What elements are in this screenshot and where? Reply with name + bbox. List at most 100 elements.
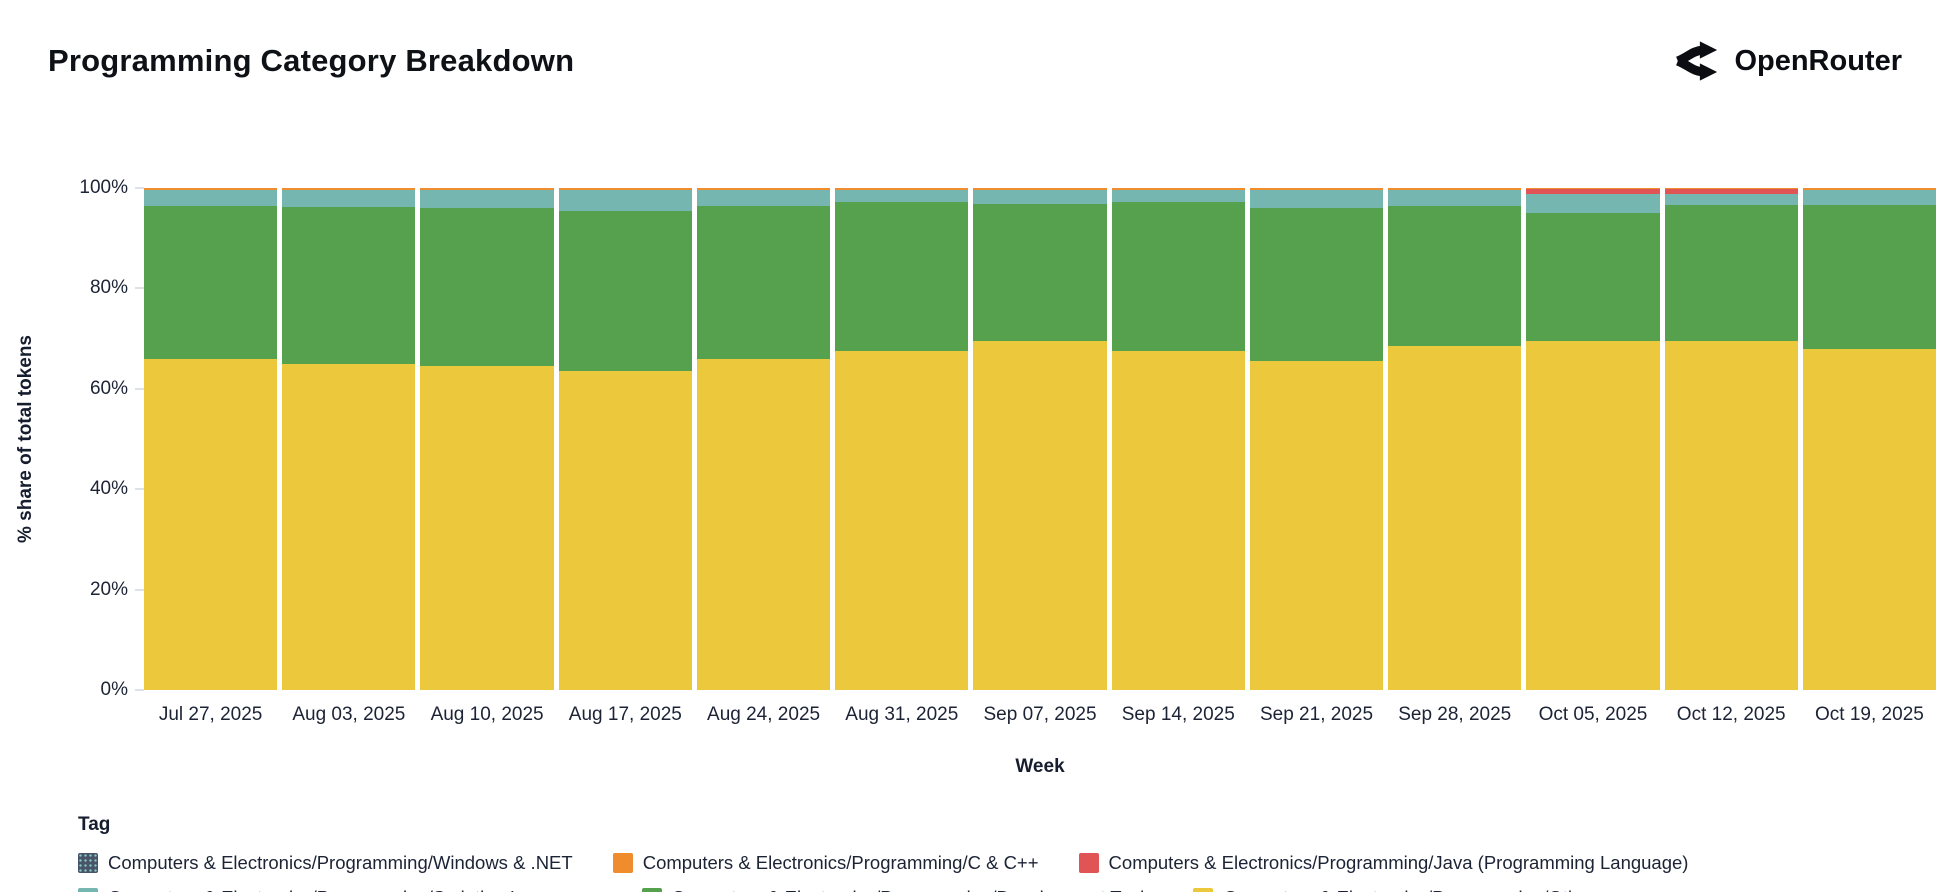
bar-segment[interactable] (420, 366, 554, 690)
bar-segment[interactable] (282, 188, 416, 190)
bar-segment[interactable] (835, 190, 969, 202)
y-tick-label: 20% (89, 578, 128, 600)
bar-segment[interactable] (558, 371, 692, 690)
bar-segment[interactable] (1664, 188, 1798, 190)
y-tick-mark (135, 488, 144, 491)
bar-segment[interactable] (1526, 213, 1660, 342)
bar-segment[interactable] (1249, 190, 1384, 209)
bar-segment[interactable] (973, 341, 1107, 690)
bar-segment[interactable] (1249, 188, 1384, 190)
bar-segment[interactable] (1526, 341, 1660, 690)
bar-segment[interactable] (144, 190, 278, 207)
stacked-bar[interactable] (1111, 188, 1245, 690)
legend-item[interactable]: Computers & Electronics/Programming/Wind… (78, 852, 573, 874)
bar-segment[interactable] (1111, 351, 1245, 690)
bar-segment[interactable] (1526, 193, 1660, 214)
bar-segment[interactable] (973, 188, 1107, 190)
bar-segment[interactable] (1664, 341, 1798, 690)
bar-segment[interactable] (1802, 204, 1937, 349)
x-axis-title: Week (1015, 756, 1065, 777)
bar-segment[interactable] (1249, 208, 1384, 362)
stacked-bar[interactable] (973, 188, 1107, 690)
bar-segment[interactable] (1802, 348, 1937, 690)
bar-segment[interactable] (835, 188, 969, 190)
x-axis-labels: Jul 27, 2025 Aug 03, 2025 Aug 10, 2025 Aug … (144, 690, 1936, 726)
page-title: Programming Category Breakdown (48, 43, 575, 78)
y-axis-title: % share of total tokens (15, 335, 36, 543)
x-tick-label: Oct 12, 2025 (1676, 704, 1786, 725)
bar-segment[interactable] (282, 207, 416, 364)
x-tick-label: Aug 03, 2025 (292, 704, 406, 725)
bar-segment[interactable] (1111, 202, 1245, 352)
y-tick-mark (135, 287, 144, 290)
stacked-bar[interactable] (696, 188, 831, 690)
bar-segment[interactable] (558, 210, 692, 372)
bar-segment[interactable] (696, 206, 831, 359)
bar-segment[interactable] (1664, 204, 1798, 342)
bar-segment[interactable] (696, 358, 831, 690)
legend-item[interactable]: Computers & Electronics/Programming/Java… (1078, 852, 1688, 874)
stacked-bar[interactable] (1249, 188, 1384, 690)
bar-segment[interactable] (144, 358, 278, 690)
bar-segment[interactable] (1388, 346, 1522, 690)
x-tick-label: Aug 31, 2025 (845, 704, 959, 725)
legend-label: Computers & Electronics/Programming/C & … (642, 852, 1039, 873)
bar-segment[interactable] (558, 190, 692, 211)
bar-segment[interactable] (420, 190, 554, 208)
bar-segment[interactable] (1388, 188, 1522, 190)
bar-segment[interactable] (1802, 188, 1937, 190)
stacked-bar[interactable] (1802, 188, 1937, 690)
stacked-bar[interactable] (1664, 188, 1798, 690)
bar-segment[interactable] (558, 188, 692, 190)
legend-swatch (78, 853, 98, 873)
brand-name: OpenRouter (1734, 44, 1902, 77)
bar-segment[interactable] (1664, 193, 1798, 205)
bar-segment[interactable] (1111, 188, 1245, 190)
bar-segment[interactable] (1802, 190, 1937, 205)
bar-segment[interactable] (1111, 190, 1245, 203)
bar-segment[interactable] (1388, 190, 1522, 207)
y-tick-label: 60% (89, 377, 128, 399)
legend-item[interactable]: Computers & Electronics/Programming/C & … (612, 852, 1039, 874)
x-tick-label: Aug 17, 2025 (568, 704, 682, 725)
bar-segment[interactable] (1388, 206, 1522, 347)
bar-segment[interactable] (1664, 189, 1798, 194)
x-tick-label: Sep 07, 2025 (983, 704, 1097, 725)
legend-item[interactable]: Computers & Electronics/Programming/Othe… (1193, 887, 1595, 892)
bar-segment[interactable] (144, 188, 278, 190)
bar-segment[interactable] (1249, 361, 1384, 690)
bar-segment[interactable] (835, 201, 969, 352)
bar-segment[interactable] (420, 188, 554, 190)
x-tick-label: Oct 19, 2025 (1815, 704, 1924, 725)
bar-segment[interactable] (835, 351, 969, 690)
plot-area (144, 188, 1937, 690)
bar-segment[interactable] (420, 207, 554, 367)
bar-segment[interactable] (144, 206, 278, 359)
openrouter-fork-icon (1674, 38, 1720, 84)
bar-segment[interactable] (973, 204, 1107, 342)
bar-segment[interactable] (973, 190, 1107, 205)
legend-label: Computers & Electronics/Programming/Othe… (1223, 887, 1594, 892)
stacked-bar[interactable] (420, 188, 554, 690)
legend-swatch (641, 888, 662, 892)
stacked-bar[interactable] (558, 188, 692, 690)
stacked-bar[interactable] (835, 188, 969, 690)
chart: % share of total tokens 0% 20% 40% 60% 80% 10… (0, 177, 1946, 778)
stacked-bar[interactable] (282, 188, 416, 690)
bar-segment[interactable] (696, 188, 831, 190)
openrouter-logo[interactable]: OpenRouter (1674, 38, 1902, 84)
bar-segment[interactable] (282, 190, 416, 208)
stacked-bar[interactable] (1526, 188, 1660, 690)
x-tick-label: Aug 10, 2025 (430, 704, 544, 725)
x-tick-label: Jul 27, 2025 (158, 704, 263, 725)
legend-item[interactable]: Computers & Electronics/Programming/Deve… (641, 887, 1153, 892)
legend-label: Computers & Electronics/Programming/Scri… (108, 887, 602, 892)
bar-segment[interactable] (1526, 188, 1660, 190)
stacked-bar[interactable] (144, 188, 278, 690)
bar-segment[interactable] (1526, 189, 1660, 194)
bar-segment[interactable] (282, 363, 416, 690)
x-tick-label: Sep 14, 2025 (1121, 704, 1235, 725)
stacked-bar[interactable] (1388, 188, 1522, 690)
bar-segment[interactable] (696, 190, 831, 207)
legend-item[interactable]: Computers & Electronics/Programming/Scri… (78, 887, 602, 892)
